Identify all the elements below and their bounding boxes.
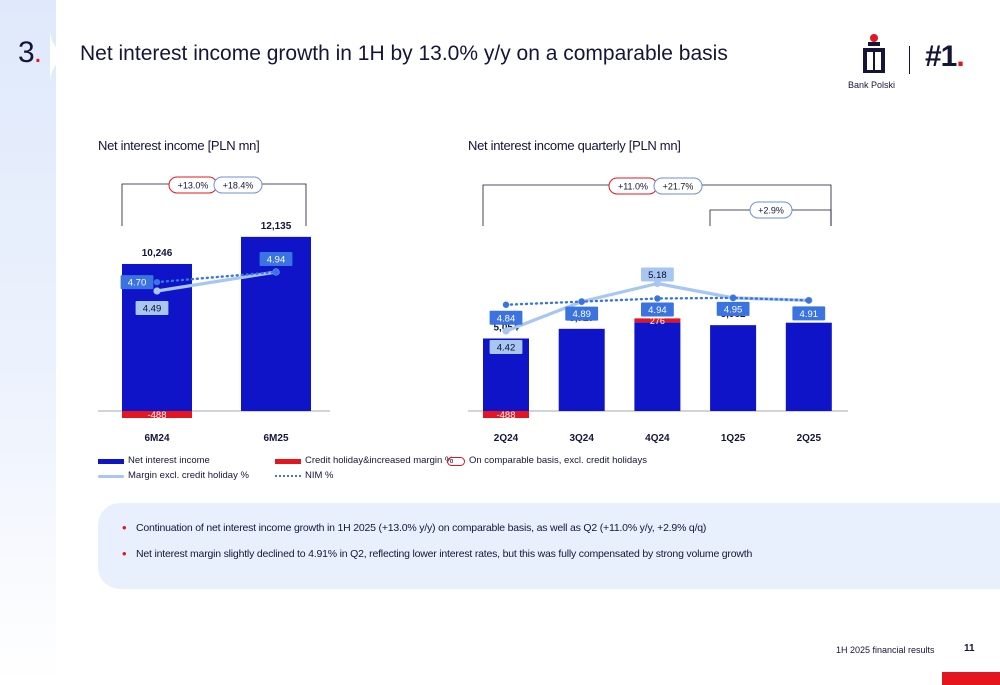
hy-bar-label-6M25: 12,135 (261, 221, 292, 232)
q-nim-point-3Q24 (578, 298, 585, 305)
q-badge-qoq-outline (749, 201, 793, 219)
q-nim-label-4Q24: 4.94 (648, 305, 667, 316)
title-notch-decor (50, 30, 64, 82)
hy-nim-point-6M24 (153, 278, 161, 286)
hy-red-seg-6M24 (122, 411, 192, 419)
q-nim-label-1Q25: 4.95 (724, 304, 743, 315)
hy-nim-line (155, 270, 278, 284)
bullet-1: Continuation of net interest income grow… (122, 520, 706, 535)
hy-margin-line (156, 270, 277, 293)
q-bar-3Q24 (558, 328, 605, 411)
hy-nim-label-6M24: 4.70 (128, 278, 147, 289)
legend-swatch-margin-line (98, 475, 124, 478)
q-nim-point-4Q24 (654, 295, 661, 302)
q-nim-label-2Q24: 4.84 (497, 313, 516, 324)
legend-margin-excl: Margin excl. credit holiday % (98, 470, 249, 481)
q-nim-label-2Q25-box (792, 306, 826, 321)
q-nim-point-2Q24 (502, 301, 510, 308)
q-margin-label-2Q24-box (489, 340, 523, 354)
logo-separator (909, 46, 910, 74)
q-bar-1Q25 (710, 325, 757, 411)
bullet-2: Net interest margin slightly declined to… (122, 546, 752, 561)
legend-net-interest-income: Net interest income (98, 455, 210, 466)
hy-nim-point-6M25 (272, 268, 280, 276)
q-nim-label-4Q24-box (641, 302, 674, 317)
hy-bar-label-6M24: 10,246 (142, 248, 173, 259)
bank-logo (863, 34, 885, 73)
q-margin-label-2Q24: 4.42 (497, 343, 516, 354)
q-badge-yoy-reported: +21.7% (663, 182, 694, 192)
legend-credit-holiday: Credit holiday&increased margin % (275, 455, 453, 466)
legend-swatch-bar (98, 459, 124, 464)
hy-badge-reported: +18.4% (223, 181, 254, 191)
legend-swatch-red-badge (447, 457, 465, 466)
hy-cat-label-6M25: 6M25 (263, 433, 288, 444)
q-cat-label-1Q25: 1Q25 (721, 433, 746, 444)
q-badge-yoy-reported-outline (653, 177, 703, 195)
hy-badge-reported-outline (213, 176, 263, 194)
q-cat-label-2Q24: 2Q24 (494, 433, 519, 444)
legend-swatch-nim-line (275, 475, 301, 477)
rank-label: #1. (925, 40, 965, 73)
chart-title-half-year: Net interest income [PLN mn] (98, 138, 260, 153)
q-nim-label-3Q24: 4.89 (572, 309, 591, 320)
q-nim-label-1Q25-box (716, 301, 750, 316)
legend-nim: NIM % (275, 470, 334, 481)
hy-cat-label-6M24: 6M24 (144, 433, 169, 444)
q-red-seg-4Q24 (634, 318, 681, 323)
q-red-label-4Q24: 276 (650, 316, 665, 326)
hy-nim-label-6M24-box (120, 275, 154, 290)
hy-margin-label-6M24-box (135, 301, 169, 315)
q-nim-label-3Q24-box (565, 306, 599, 321)
q-red-seg-2Q24 (483, 411, 529, 419)
legend-swatch-red (275, 459, 301, 464)
q-margin-label-4Q24: 5.18 (648, 270, 667, 281)
left-decor-band (0, 0, 56, 685)
q-cat-label-3Q24: 3Q24 (569, 433, 594, 444)
q-nim-point-2Q25 (805, 297, 812, 304)
q-nim-label-2Q24-box (489, 310, 523, 325)
hy-badge-comparable: +13.0% (178, 181, 209, 191)
q-bar-2Q25 (785, 322, 832, 411)
page-title: Net interest income growth in 1H by 13.0… (80, 42, 728, 65)
hy-red-label-6M24: -488 (147, 410, 166, 421)
footer-report-name: 1H 2025 financial results (836, 645, 935, 655)
q-cat-label-2Q25: 2Q25 (797, 433, 822, 444)
q-margin-point-4Q24 (653, 279, 662, 288)
q-margin-point-2Q24 (502, 327, 510, 335)
hy-nim-label-6M25-box (259, 252, 293, 267)
q-red-label-2Q24: -488 (496, 410, 515, 421)
page-number: 11 (964, 643, 975, 654)
q-nim-point-1Q25 (729, 294, 737, 302)
q-bar-4Q24 (634, 322, 681, 411)
q-nim-label-2Q25: 4.91 (800, 309, 819, 320)
hy-margin-label-6M24: 4.49 (143, 304, 162, 315)
hy-margin-point-6M24 (153, 287, 161, 295)
brand-name: Bank Polski (848, 80, 896, 90)
commentary-box: Continuation of net interest income grow… (98, 503, 1000, 589)
section-number: 3. (18, 36, 42, 69)
footer-red-strip (942, 672, 1000, 685)
q-cat-label-4Q24: 4Q24 (645, 433, 670, 444)
q-badge-qoq: +2.9% (758, 206, 784, 216)
q-badge-yoy-comparable: +11.0% (618, 182, 648, 192)
q-margin-label-4Q24-box (641, 267, 674, 282)
legend-comparable-basis: On comparable basis, excl. credit holida… (447, 455, 647, 466)
hy-nim-label-6M25: 4.94 (267, 255, 286, 266)
chart-title-quarterly: Net interest income quarterly [PLN mn] (468, 138, 681, 153)
